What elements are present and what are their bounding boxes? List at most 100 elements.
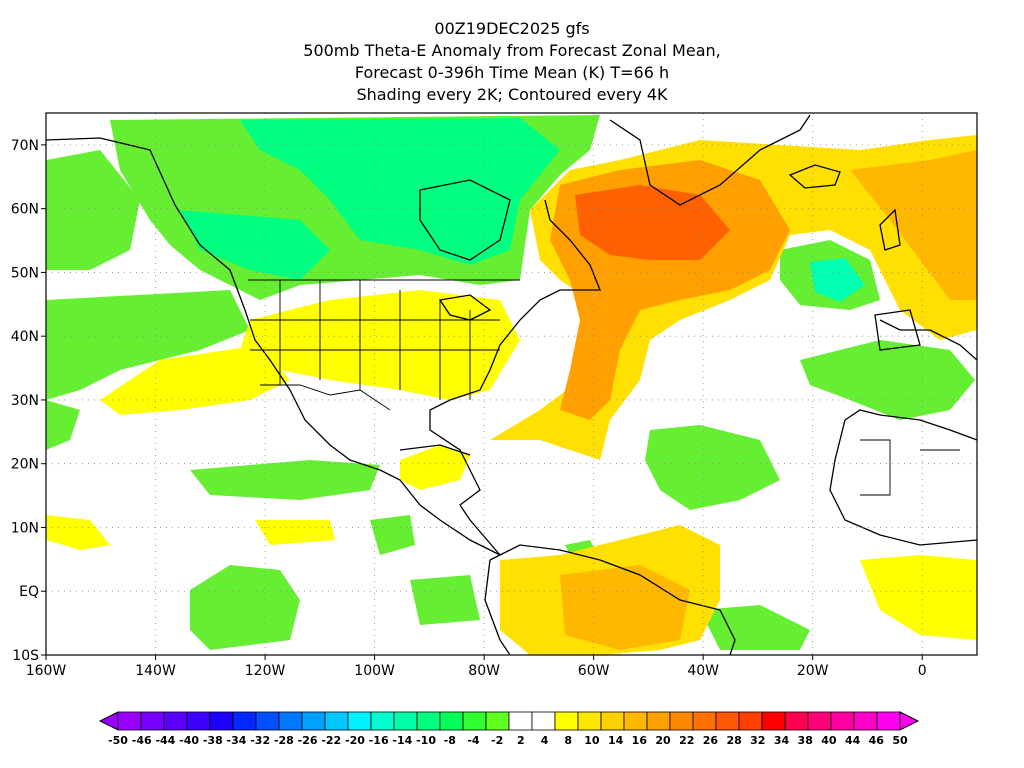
graticule [46, 113, 977, 655]
iceland-coastline [788, 164, 841, 189]
colorbar-label: 38 [798, 734, 813, 747]
negative-anomaly-region [800, 340, 975, 420]
positive-anomaly-region [850, 150, 977, 300]
negative-anomaly-region [645, 425, 780, 510]
cuba-coastline [399, 444, 471, 456]
colorbar-swatch [439, 711, 464, 731]
lon-tick-label: 20W [797, 663, 829, 679]
colorbar-label: -22 [321, 734, 341, 747]
north-america-coastline [429, 199, 601, 556]
anomaly-shading [46, 113, 977, 655]
lon-tick-label: 80W [468, 663, 500, 679]
lon-tick-label: 100W [354, 663, 395, 679]
colorbar-swatch [853, 711, 878, 731]
colorbar-label: -8 [444, 734, 456, 747]
colorbar-swatch [278, 711, 303, 731]
colorbar-label: -20 [345, 734, 365, 747]
lat-tick-label: 70N [11, 138, 39, 154]
negative-anomaly-region [700, 605, 810, 650]
colorbar-swatch [669, 711, 694, 731]
title-line-4: Shading every 2K; Contoured every 4K [356, 85, 668, 104]
colorbar-swatch [301, 711, 326, 731]
colorbar: -50 -46 -44 -40 -38 -34 -32 -28 -26 -22 -20 -16 -14-… [98, 711, 920, 747]
lon-tick-label: 60W [578, 663, 610, 679]
positive-anomaly-region [240, 290, 520, 400]
colorbar-label: -44 [155, 734, 175, 747]
positive-anomaly-region [860, 555, 977, 640]
lat-tick-label: 20N [11, 457, 39, 473]
positive-anomaly-region [255, 520, 335, 545]
south-america-coastline [484, 559, 511, 655]
negative-anomaly-region [46, 290, 250, 400]
lon-tick-label: 120W [245, 663, 286, 679]
south-america-coastline [489, 544, 736, 655]
colorbar-label: 46 [869, 734, 885, 747]
colorbar-swatch [347, 711, 372, 731]
colorbar-swatch [232, 711, 257, 731]
colorbar-label: 8 [564, 734, 572, 747]
colorbar-label: -14 [392, 734, 412, 747]
colorbar-label: -38 [203, 734, 223, 747]
greenland-coastline [609, 114, 811, 206]
europe-coastline [879, 319, 977, 361]
iberia-coastline [874, 309, 921, 351]
colorbar-label: -34 [227, 734, 247, 747]
colorbar-label: 14 [608, 734, 624, 747]
colorbar-min-arrow [98, 711, 119, 731]
negative-anomaly-region [370, 515, 415, 555]
lat-tick-label: 40N [11, 329, 39, 345]
colorbar-swatch [715, 711, 740, 731]
negative-anomaly-region [46, 400, 80, 450]
negative-anomaly-region [190, 460, 380, 500]
lat-tick-label: 60N [11, 202, 39, 218]
lon-tick-label: 160W [26, 663, 67, 679]
colorbar-max-arrow [899, 711, 920, 731]
negative-anomaly-region [410, 575, 480, 625]
colorbar-label: -4 [467, 734, 480, 747]
colorbar-label: 10 [584, 734, 600, 747]
title-line-1: 00Z19DEC2025 gfs [434, 19, 590, 38]
africa-borders [860, 439, 960, 496]
lat-tick-label: 10N [11, 520, 39, 536]
colorbar-swatch [370, 711, 395, 731]
colorbar-label: 50 [892, 734, 908, 747]
colorbar-label: 22 [679, 734, 694, 747]
us-state-borders [250, 280, 500, 400]
colorbar-label: -16 [369, 734, 389, 747]
longitude-ticks: 160W 140W 120W 100W 80W 60W 40W 20W 0 [26, 655, 927, 679]
latitude-ticks: 70N 60N 50N 40N 30N 20N 10N EQ 10S [11, 138, 46, 664]
negative-anomaly-core [180, 210, 330, 280]
colorbar-label: -50 [108, 734, 128, 747]
colorbar-swatch [531, 711, 556, 731]
colorbar-label: 16 [632, 734, 648, 747]
title-line-2: 500mb Theta-E Anomaly from Forecast Zona… [303, 41, 721, 60]
colorbar-label: 40 [821, 734, 837, 747]
lon-tick-label: 40W [687, 663, 719, 679]
hudson-bay-coastline [419, 179, 511, 261]
lat-tick-label: EQ [19, 584, 39, 600]
colorbar-swatch [784, 711, 809, 731]
uk-coastline [879, 208, 901, 251]
colorbar-swatch [140, 711, 165, 731]
colorbar-label: -26 [298, 734, 318, 747]
political-borders [248, 279, 960, 496]
colorbar-swatch [462, 711, 487, 731]
colorbar-swatch [554, 711, 579, 731]
colorbar-swatch [761, 711, 786, 731]
coastlines [46, 114, 977, 655]
colorbar-label: -10 [416, 734, 436, 747]
colorbar-swatch [324, 711, 349, 731]
colorbar-label: 26 [703, 734, 719, 747]
colorbar-swatch [186, 711, 211, 731]
lat-tick-label: 10S [12, 648, 39, 664]
negative-anomaly-core [240, 118, 560, 265]
positive-anomaly-core [575, 185, 730, 260]
colorbar-swatch [416, 711, 441, 731]
colorbar-label: -32 [250, 734, 270, 747]
us-mexico-border [260, 384, 391, 411]
colorbar-swatch [876, 711, 901, 731]
colorbar-swatch [600, 711, 625, 731]
colorbar-label: 44 [845, 734, 861, 747]
colorbar-label: -28 [274, 734, 294, 747]
